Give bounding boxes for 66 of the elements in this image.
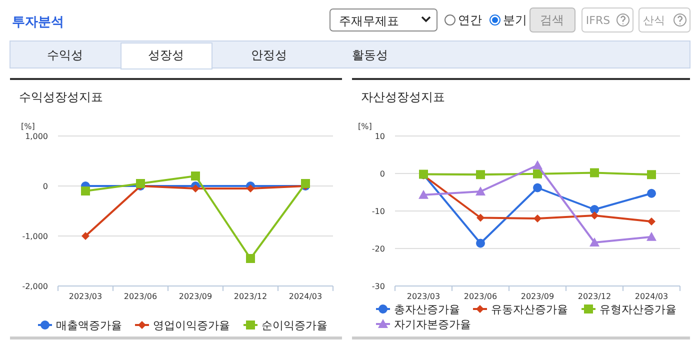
x-tick-label: 2023/09 xyxy=(178,292,212,301)
point xyxy=(648,218,656,226)
text: 분기 xyxy=(503,13,527,27)
point xyxy=(246,254,255,263)
x-tick-label: 2024/03 xyxy=(634,292,668,301)
point xyxy=(82,232,90,240)
point xyxy=(590,168,599,178)
text: 수익성 xyxy=(47,48,83,62)
x-tick-label: 2023/06 xyxy=(124,292,158,301)
point xyxy=(191,172,200,180)
legend-label: 매출액증가율 xyxy=(56,319,122,332)
point xyxy=(476,214,484,222)
x-tick-label: 2023/03 xyxy=(68,292,102,301)
x-tick-label: 2023/03 xyxy=(406,292,440,301)
point xyxy=(646,232,656,241)
point xyxy=(301,179,310,188)
y-axis-title: [%] xyxy=(21,122,35,131)
y-tick-label: -1,000 xyxy=(22,232,48,241)
x-tick-label: 2024/03 xyxy=(288,292,322,301)
legend-label: 유형자산증가율 xyxy=(600,303,676,316)
point xyxy=(532,160,542,170)
text: 성장성 xyxy=(148,48,184,62)
point xyxy=(590,205,599,214)
x-tick-label: 2023/06 xyxy=(464,292,498,301)
point xyxy=(81,186,90,196)
point xyxy=(590,212,598,220)
y-tick-label: 1,000 xyxy=(25,132,48,141)
x-tick-label: 2023/12 xyxy=(234,292,268,301)
y-tick-label: -10 xyxy=(372,207,385,216)
text: 주재무제표 xyxy=(339,14,399,28)
point xyxy=(647,188,656,198)
legend-label: 유동자산증가율 xyxy=(491,303,568,316)
legend-label: 영업이익증가율 xyxy=(153,319,230,332)
point xyxy=(533,169,542,178)
chart-title: 자산성장성지표 xyxy=(361,90,445,104)
point xyxy=(136,179,145,188)
y-tick-label: 10 xyxy=(374,132,385,141)
point xyxy=(533,183,542,192)
point xyxy=(192,184,200,192)
legend-label: 총자산증가율 xyxy=(394,303,460,316)
y-tick-label: -2,000 xyxy=(22,282,48,291)
point xyxy=(476,170,485,180)
text: 연간 xyxy=(458,13,482,27)
y-tick-label: 0 xyxy=(42,182,48,191)
point xyxy=(246,184,254,192)
point xyxy=(534,214,542,222)
x-tick-label: 2023/12 xyxy=(578,292,612,301)
text: IFRS xyxy=(586,14,610,27)
point xyxy=(590,238,600,246)
y-axis-title: [%] xyxy=(358,122,372,131)
text: 활동성 xyxy=(352,48,388,62)
y-tick-label: 0 xyxy=(380,170,385,178)
y-tick-label: -30 xyxy=(372,282,385,291)
chart-title: 수익성장성지표 xyxy=(19,90,103,104)
x-tick-label: 2023/09 xyxy=(520,292,554,301)
point xyxy=(418,190,428,199)
point xyxy=(647,170,656,180)
legend-label: 순이익증가율 xyxy=(262,319,328,332)
point xyxy=(476,238,485,248)
text: 투자분석 xyxy=(12,15,64,30)
point xyxy=(476,186,486,196)
text: 검색 xyxy=(540,13,564,27)
y-tick-label: -20 xyxy=(372,244,385,254)
text: 안정성 xyxy=(251,48,287,62)
legend-label: 자기자본증가율 xyxy=(394,318,471,331)
text: 산식 xyxy=(643,14,665,27)
